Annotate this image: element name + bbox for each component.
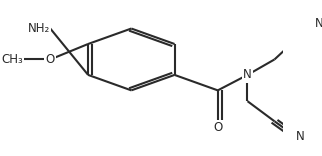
Text: O: O (213, 121, 223, 134)
Text: N: N (315, 17, 322, 30)
Text: NH₂: NH₂ (28, 22, 50, 35)
Text: CH₃: CH₃ (2, 53, 23, 66)
Text: O: O (46, 53, 55, 66)
Text: N: N (243, 68, 252, 81)
Text: N: N (296, 130, 305, 143)
